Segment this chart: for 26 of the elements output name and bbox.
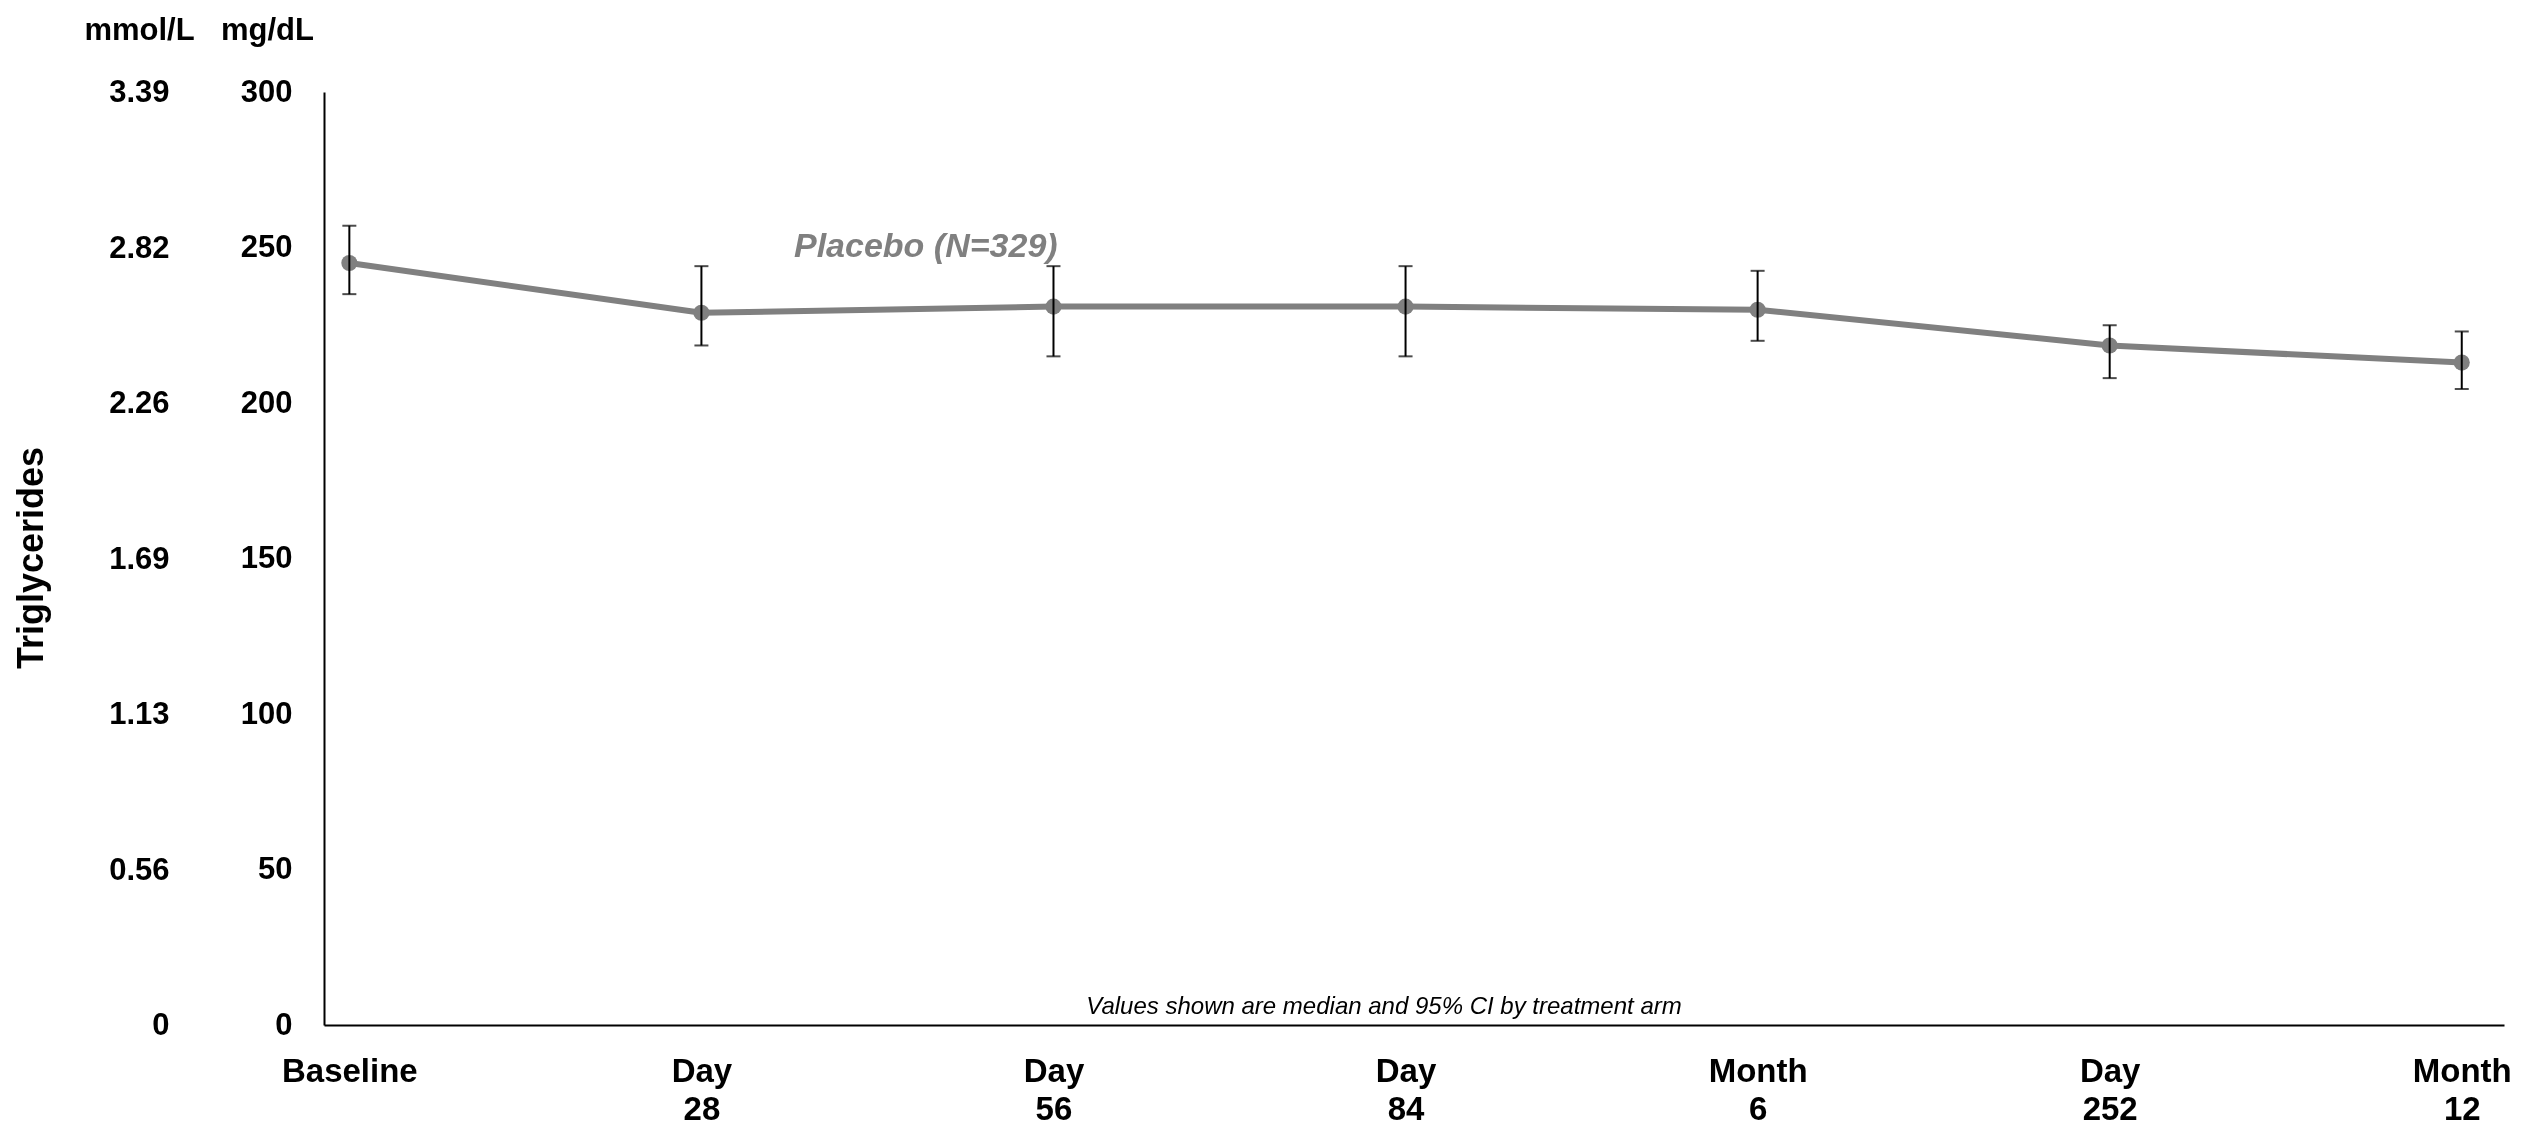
y2-tick-label: 1.13 [109,695,170,731]
y-tick-label: 250 [240,229,293,264]
x-tick-label: Month 12 [2412,1051,2512,1127]
y2-tick-label: 3.39 [109,73,170,109]
x-tick-label: Day 252 [2079,1051,2142,1127]
y-tick-label: 0 [275,1006,293,1042]
y-axis-title: mg/dL [221,11,314,47]
y2-tick-label: 2.26 [109,384,170,420]
x-tick-label: Day 56 [1023,1051,1085,1127]
x-tick-label: Day 28 [671,1051,733,1127]
y-tick-label: 300 [240,73,293,109]
series-label: Placebo (N=329) [794,226,1058,264]
y2-tick-label: 0.56 [109,852,170,888]
y-tick-label: 50 [258,851,293,886]
x-tick-label: Day 84 [1375,1051,1437,1127]
x-tick-label: Month 6 [1708,1051,1808,1127]
y-tick-label: 150 [240,540,293,575]
y2-tick-label: 2.82 [109,230,170,266]
y2-tick-label: 1.69 [109,541,170,577]
text: Triglycerides [10,446,51,670]
y2-axis-title: mmol/L [84,11,195,47]
y2-tick-label: 0 [152,1006,170,1042]
x-tick-label: Baseline [281,1051,418,1089]
annotation: Values shown are median and 95% CI by treatment arm [1086,992,1682,1019]
y-tick-label: 200 [240,384,293,420]
y-tick-label: 100 [240,695,293,731]
